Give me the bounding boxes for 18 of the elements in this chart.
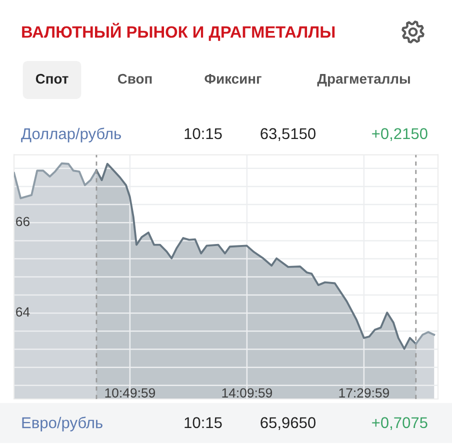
text: Драгметаллы <box>317 74 410 86</box>
x-tick-label: 10:49:59 <box>105 388 155 398</box>
text: 10:15 <box>184 417 222 428</box>
y-tick-label: 64 <box>16 307 30 317</box>
text: +0,2150 <box>372 128 428 142</box>
y-tick-label: 66 <box>16 216 30 226</box>
text: 65,9650 <box>260 417 316 430</box>
x-tick-label: 17:29:59 <box>339 388 389 398</box>
text: Спот <box>36 74 68 84</box>
text: +0,7075 <box>372 417 428 430</box>
text: Евро/рубль <box>22 416 102 432</box>
chart-title: ВАЛЮТНЫЙ РЫНОК И ДРАГМЕТАЛЛЫ <box>22 22 335 41</box>
text: Доллар/рубль <box>21 128 121 142</box>
text: 63,5150 <box>260 128 316 142</box>
text: Фиксинг <box>204 74 262 84</box>
text: 10:15 <box>184 128 222 140</box>
x-tick-label: 14:09:59 <box>222 388 272 398</box>
text: Своп <box>118 74 152 84</box>
